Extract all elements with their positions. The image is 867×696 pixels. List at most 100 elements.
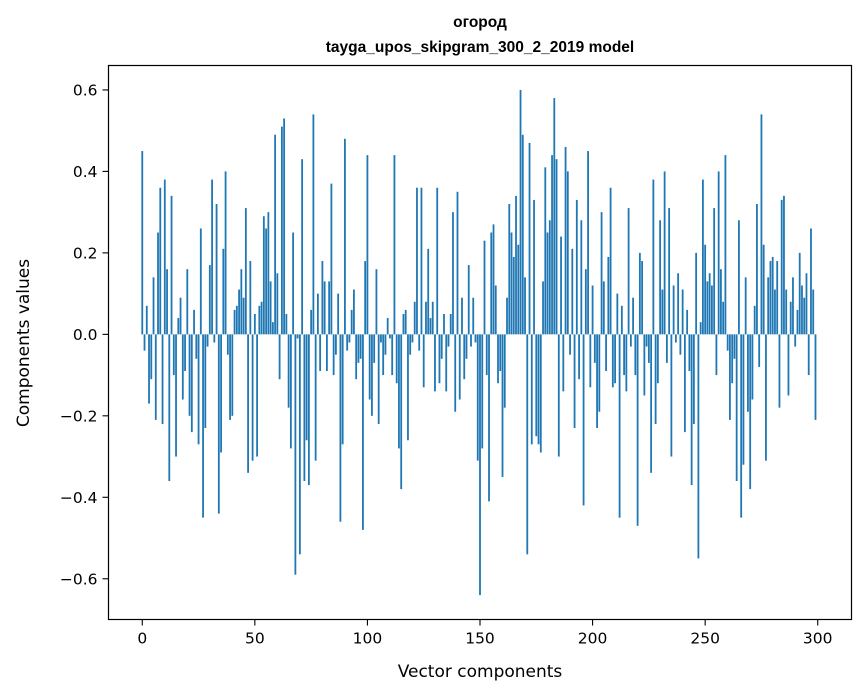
- bar: [740, 334, 743, 518]
- bar: [289, 334, 292, 449]
- bar: [307, 334, 310, 486]
- bar: [609, 187, 612, 335]
- bar: [377, 334, 380, 424]
- bar: [262, 216, 265, 335]
- bar: [627, 208, 630, 335]
- bar: [512, 256, 515, 335]
- bar: [310, 309, 313, 335]
- bar: [792, 277, 794, 335]
- bar: [573, 334, 576, 429]
- bar: [150, 334, 153, 380]
- bar: [517, 244, 520, 335]
- bar: [445, 334, 448, 392]
- bar: [148, 334, 150, 404]
- bar: [184, 334, 186, 372]
- bar: [386, 318, 389, 335]
- bar: [814, 334, 817, 420]
- bar: [344, 138, 346, 335]
- bar: [346, 334, 349, 351]
- y-tick-label: 0.0: [73, 326, 98, 344]
- bar: [717, 171, 720, 335]
- bar: [760, 114, 763, 335]
- bar: [269, 281, 272, 335]
- bar: [337, 293, 340, 335]
- bar: [582, 334, 585, 506]
- bar: [208, 265, 211, 335]
- bar: [783, 195, 785, 335]
- bar: [316, 293, 319, 335]
- bar: [364, 261, 367, 335]
- bar: [679, 334, 682, 355]
- bar: [562, 334, 565, 392]
- bar: [614, 334, 616, 384]
- y-axis-ticks: −0.6 −0.4 −0.2 0.0 0.2 0.4 0.6: [60, 81, 109, 588]
- bar: [440, 334, 443, 359]
- y-tick-label: −0.6: [60, 570, 98, 588]
- bar: [186, 269, 189, 335]
- bar: [720, 269, 722, 335]
- bar: [503, 334, 506, 408]
- bar: [526, 334, 529, 555]
- bar: [485, 334, 488, 376]
- bar: [796, 309, 799, 335]
- bar: [226, 334, 229, 355]
- bar: [647, 334, 650, 363]
- x-tick-label: 300: [803, 630, 833, 648]
- bar: [560, 236, 562, 335]
- bar: [539, 334, 542, 453]
- bar: [350, 309, 353, 335]
- bar: [427, 248, 430, 335]
- bar: [172, 334, 175, 376]
- bar: [211, 179, 213, 335]
- bar: [330, 183, 333, 335]
- bar: [798, 252, 801, 335]
- bar: [812, 289, 815, 335]
- bar: [267, 212, 270, 335]
- bar: [641, 261, 644, 335]
- bar: [801, 285, 803, 335]
- bar: [470, 334, 472, 347]
- bar: [580, 220, 583, 335]
- bar: [756, 204, 758, 335]
- bar: [280, 126, 283, 335]
- bar: [481, 334, 484, 449]
- bar: [425, 301, 427, 335]
- bar: [569, 334, 571, 355]
- bar: [467, 265, 470, 335]
- bar: [476, 334, 479, 461]
- bar: [643, 334, 646, 396]
- bar: [542, 281, 544, 335]
- bar: [443, 313, 445, 335]
- bar: [587, 151, 589, 335]
- bar: [145, 305, 148, 335]
- chart-subtitle: tayga_upos_skipgram_300_2_2019 model: [326, 39, 634, 56]
- bar: [771, 256, 774, 335]
- bar: [535, 334, 538, 437]
- bar: [416, 187, 418, 335]
- bar: [465, 334, 468, 359]
- bar: [253, 313, 256, 335]
- bar: [251, 334, 254, 461]
- bar: [373, 334, 376, 363]
- bar: [292, 232, 295, 335]
- bar: [733, 334, 736, 359]
- bar: [375, 269, 378, 335]
- bar: [661, 289, 664, 335]
- bar: [803, 297, 806, 335]
- bar: [177, 318, 180, 335]
- bar: [638, 252, 641, 335]
- bar: [589, 334, 592, 388]
- bar: [602, 281, 605, 335]
- x-axis-label: Vector components: [398, 662, 563, 682]
- bar: [711, 285, 713, 335]
- y-tick-label: −0.4: [60, 489, 98, 507]
- bar: [436, 187, 439, 335]
- bar: [393, 155, 396, 335]
- bar: [296, 334, 299, 339]
- bar: [402, 313, 405, 335]
- bar: [488, 334, 490, 502]
- plot-frame: [107, 64, 853, 621]
- bar: [810, 228, 812, 335]
- bar: [623, 334, 625, 376]
